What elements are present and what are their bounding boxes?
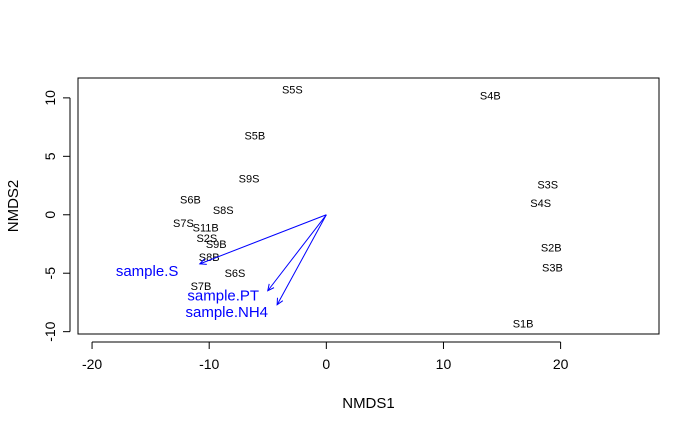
vector-arrow <box>276 214 327 306</box>
site-label: S6S <box>225 268 246 280</box>
site-label: S1B <box>513 318 534 330</box>
site-label: S7S <box>173 218 194 230</box>
y-tick-label: -10 <box>42 321 58 341</box>
site-label: S7B <box>191 281 212 293</box>
site-label: S8B <box>199 252 220 264</box>
site-label: S3S <box>537 179 558 191</box>
site-label: S8S <box>213 205 234 217</box>
site-label: S9S <box>239 174 260 186</box>
vector-label: sample.S <box>116 263 179 280</box>
site-label: S4S <box>530 198 551 210</box>
y-axis: -10 -5 0 5 10 <box>42 90 71 342</box>
site-label: S2B <box>541 242 562 254</box>
site-label: S11B <box>193 223 219 235</box>
x-tick-label: 0 <box>322 356 330 372</box>
x-tick-label: 20 <box>553 356 569 372</box>
x-tick-label: -10 <box>199 356 219 372</box>
vector-arrowhead <box>276 297 284 306</box>
y-tick-label: 10 <box>42 90 58 106</box>
x-tick-label: -20 <box>82 356 102 372</box>
y-axis-label: NMDS2 <box>5 180 22 233</box>
vector-label: sample.NH4 <box>185 304 268 321</box>
site-label: S6B <box>180 195 201 207</box>
site-label: S4B <box>480 91 501 103</box>
vector-arrow <box>199 214 327 265</box>
site-label: S2S <box>196 233 217 245</box>
y-tick-label: -5 <box>42 267 58 280</box>
vector-arrowhead <box>267 283 275 292</box>
x-axis: -20 -10 0 10 20 <box>82 341 569 372</box>
site-label: S5B <box>244 130 265 142</box>
y-tick-label: 0 <box>42 211 58 219</box>
vector-arrow <box>267 214 327 292</box>
x-axis-label: NMDS1 <box>342 395 395 412</box>
vector-label: sample.PT <box>187 287 259 304</box>
x-tick-label: 10 <box>436 356 452 372</box>
y-tick-label: 5 <box>42 152 58 160</box>
site-label: S5S <box>282 85 303 97</box>
site-label: S3B <box>542 262 563 274</box>
vector-arrowhead <box>198 258 207 265</box>
site-label: S9B <box>206 239 227 251</box>
plot-frame <box>77 77 660 335</box>
